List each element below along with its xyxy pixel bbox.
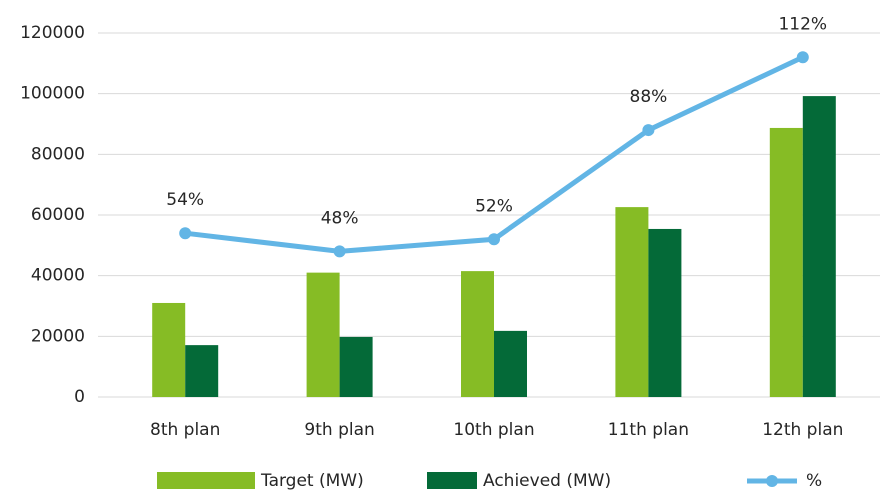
bar [615,207,649,397]
legend-swatch [157,472,255,489]
x-tick-label: 9th plan [304,420,374,440]
y-tick-label: 120000 [20,23,85,43]
bar [648,228,682,397]
legend-label: % [806,471,822,491]
bar [152,302,186,397]
x-tick-label: 12th plan [762,420,843,440]
legend-label: Target (MW) [260,471,364,491]
line-point [488,233,500,246]
bar [339,336,373,397]
bar [494,330,527,397]
line-point [796,51,809,64]
bar [461,271,494,397]
data-label: 112% [778,14,827,34]
x-tick-label: 11th plan [608,420,689,440]
bar [769,127,803,398]
data-label: 52% [475,196,513,216]
y-tick-label: 60000 [31,205,85,225]
bar [306,272,340,397]
y-tick-label: 100000 [20,84,85,104]
x-tick-label: 8th plan [150,420,220,440]
line-point [333,245,346,258]
y-tick-label: 20000 [31,326,85,346]
legend-swatch [427,472,477,489]
bar [802,96,836,398]
bar [185,345,219,397]
line-point [642,124,655,137]
x-tick-label: 10th plan [453,420,534,440]
y-tick-label: 0 [74,387,85,407]
data-label: 48% [321,208,359,228]
y-tick-label: 40000 [31,266,85,286]
line-point [179,227,192,240]
y-tick-label: 80000 [31,144,85,164]
data-label: 88% [630,87,668,107]
legend-swatch [766,475,778,487]
data-label: 54% [166,190,204,210]
legend-label: Achieved (MW) [483,471,611,491]
